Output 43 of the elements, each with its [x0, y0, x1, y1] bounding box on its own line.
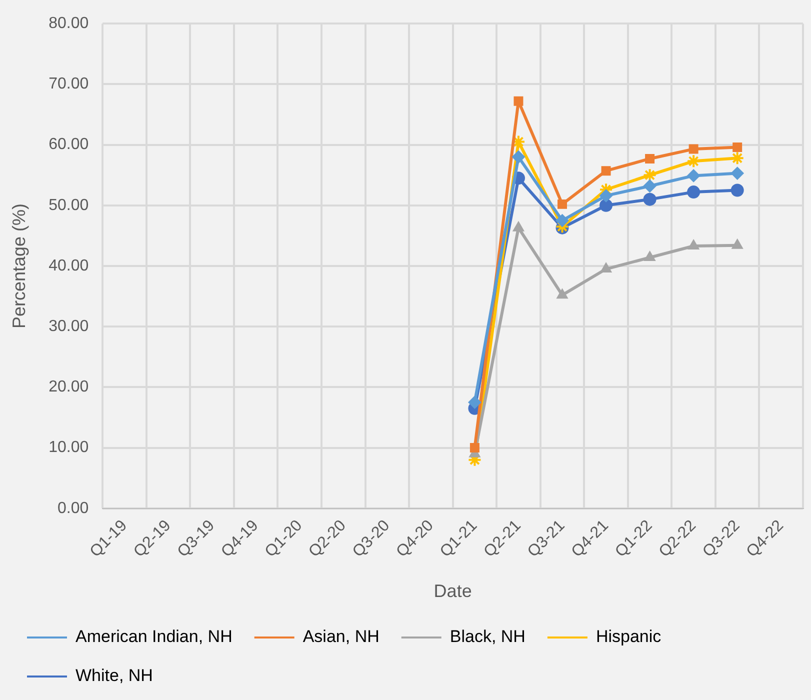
point	[732, 238, 744, 249]
point	[643, 180, 656, 192]
point	[730, 184, 744, 197]
point	[645, 154, 655, 164]
point	[556, 214, 569, 228]
point	[642, 168, 657, 182]
point	[556, 288, 568, 299]
legend-label: American Indian, NH	[76, 627, 232, 646]
y-tick-label: 50.00	[48, 196, 89, 214]
y-axis-title: Percentage (%)	[8, 203, 29, 329]
point	[644, 251, 656, 262]
point	[470, 443, 480, 453]
y-tick-label: 70.00	[48, 76, 89, 93]
x-axis-title: Date	[434, 581, 472, 602]
legend-label: Asian, NH	[302, 627, 380, 646]
point	[600, 198, 613, 212]
y-tick-label: 10.00	[48, 439, 89, 456]
point	[512, 150, 525, 164]
point	[730, 151, 744, 166]
y-tick-label: 30.00	[48, 318, 89, 335]
point	[600, 189, 613, 202]
point	[468, 396, 482, 409]
point	[512, 221, 524, 232]
point	[558, 199, 567, 209]
y-tick-label: 0.00	[58, 500, 89, 517]
point	[732, 142, 742, 152]
point	[643, 192, 656, 206]
point	[688, 239, 700, 250]
legend-label: White, NH	[76, 666, 153, 686]
y-tick-label: 20.00	[48, 378, 89, 396]
point	[688, 144, 698, 154]
point	[686, 154, 701, 168]
y-tick-label: 40.00	[48, 257, 89, 274]
point	[730, 166, 744, 180]
point	[514, 96, 524, 106]
point	[687, 169, 700, 182]
y-tick-label: 60.00	[48, 136, 89, 154]
legend-label: Hispanic	[596, 627, 662, 646]
point	[600, 262, 612, 273]
y-tick-label: 80.00	[48, 15, 89, 32]
legend-label: Black, NH	[450, 627, 526, 646]
point	[601, 166, 611, 176]
point	[687, 186, 700, 199]
